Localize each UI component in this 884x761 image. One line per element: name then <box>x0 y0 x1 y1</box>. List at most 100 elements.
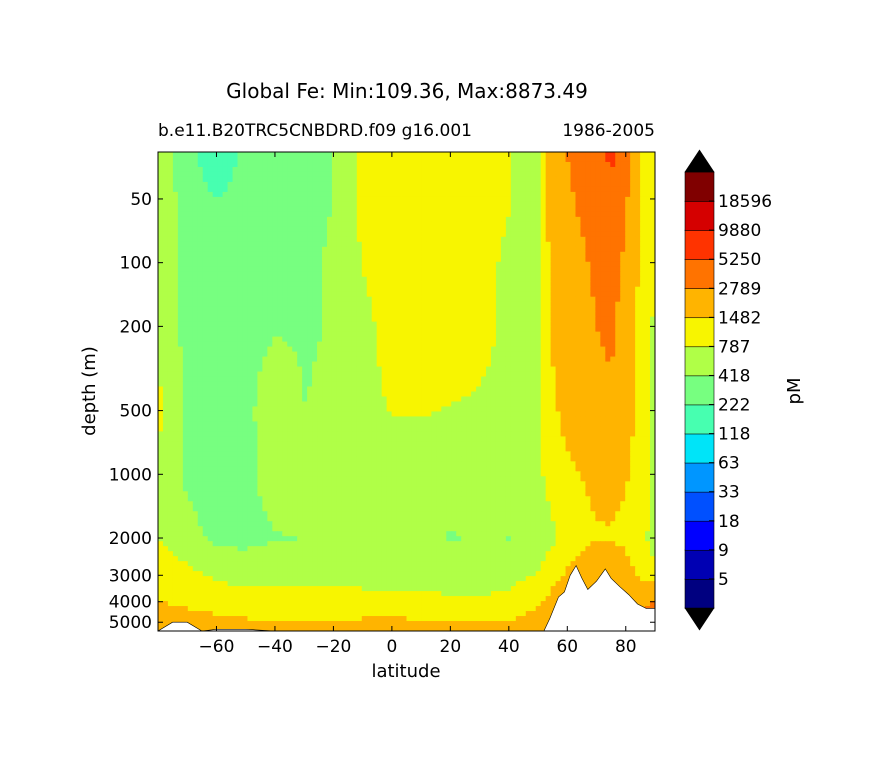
heatmap-cell <box>212 296 219 303</box>
heatmap-cell <box>625 216 631 223</box>
heatmap-cell <box>575 286 582 293</box>
heatmap-cell <box>635 152 641 158</box>
heatmap-cell <box>192 171 199 178</box>
heatmap-cell <box>451 166 457 173</box>
heatmap-cell <box>515 156 522 163</box>
heatmap-cell <box>416 231 423 238</box>
heatmap-cell <box>555 186 562 193</box>
heatmap-cell <box>610 286 616 293</box>
heatmap-cell <box>202 156 209 163</box>
heatmap-cell <box>431 316 437 323</box>
heatmap-cell <box>451 191 457 198</box>
heatmap-cell <box>307 336 313 343</box>
heatmap-cell <box>187 381 194 388</box>
heatmap-cell <box>361 211 368 218</box>
heatmap-cell <box>585 346 591 353</box>
heatmap-cell <box>317 201 323 208</box>
heatmap-cell <box>600 266 606 273</box>
heatmap-cell <box>277 201 283 208</box>
heatmap-cell <box>346 296 353 303</box>
heatmap-cell <box>346 326 353 333</box>
heatmap-cell <box>217 152 224 158</box>
heatmap-cell <box>391 176 398 183</box>
heatmap-cell <box>331 246 338 253</box>
heatmap-cell <box>162 191 169 198</box>
heatmap-cell <box>590 291 596 298</box>
heatmap-cell <box>505 361 512 368</box>
heatmap-cell <box>495 226 502 233</box>
heatmap-cell <box>500 171 507 178</box>
heatmap-cell <box>307 326 313 333</box>
heatmap-cell <box>620 366 626 373</box>
heatmap-cell <box>217 361 224 368</box>
heatmap-cell <box>187 181 194 188</box>
heatmap-cell <box>610 206 616 213</box>
heatmap-cell <box>481 236 487 243</box>
heatmap-cell <box>481 166 487 173</box>
heatmap-cell <box>515 171 522 178</box>
heatmap-cell <box>326 346 333 353</box>
heatmap-cell <box>540 321 547 328</box>
heatmap-cell <box>381 306 388 313</box>
heatmap-cell <box>650 181 655 188</box>
heatmap-cell <box>575 156 582 163</box>
heatmap-cell <box>645 316 651 323</box>
heatmap-cell <box>187 286 194 293</box>
heatmap-cell <box>167 306 174 313</box>
heatmap-cell <box>625 176 631 183</box>
heatmap-cell <box>302 256 308 263</box>
heatmap-cell <box>257 341 263 348</box>
heatmap-cell <box>222 356 229 363</box>
heatmap-cell <box>525 221 532 228</box>
heatmap-cell <box>182 181 189 188</box>
heatmap-cell <box>292 356 298 363</box>
heatmap-cell <box>277 251 283 258</box>
heatmap-cell <box>461 161 467 168</box>
heatmap-cell <box>167 276 174 283</box>
heatmap-cell <box>486 311 492 318</box>
heatmap-cell <box>172 196 179 203</box>
heatmap-cell <box>252 316 258 323</box>
heatmap-cell <box>431 261 437 268</box>
heatmap-cell <box>197 261 204 268</box>
heatmap-cell <box>500 236 507 243</box>
heatmap-cell <box>456 361 462 368</box>
heatmap-cell <box>371 241 378 248</box>
heatmap-cell <box>237 156 244 163</box>
heatmap-cell <box>486 246 492 253</box>
heatmap-cell <box>401 236 408 243</box>
heatmap-cell <box>182 271 189 278</box>
heatmap-cell <box>456 241 462 248</box>
heatmap-cell <box>406 176 413 183</box>
heatmap-cell <box>317 251 323 258</box>
heatmap-cell <box>451 196 457 203</box>
heatmap-cell <box>232 381 239 388</box>
heatmap-cell <box>451 286 457 293</box>
heatmap-cell <box>515 241 522 248</box>
heatmap-cell <box>262 301 268 308</box>
heatmap-cell <box>302 396 308 403</box>
heatmap-cell <box>381 381 388 388</box>
heatmap-cell <box>625 181 631 188</box>
heatmap-cell <box>550 271 557 278</box>
heatmap-cell <box>282 201 288 208</box>
heatmap-cell <box>376 316 383 323</box>
heatmap-cell <box>346 321 353 328</box>
heatmap-cell <box>515 181 522 188</box>
heatmap-cell <box>486 396 492 403</box>
heatmap-cell <box>456 321 462 328</box>
heatmap-cell <box>471 281 477 288</box>
heatmap-cell <box>565 366 572 373</box>
heatmap-cell <box>356 316 363 323</box>
heatmap-cell <box>331 191 338 198</box>
heatmap-cell <box>401 336 408 343</box>
heatmap-cell <box>262 152 268 158</box>
heatmap-cell <box>187 301 194 308</box>
heatmap-cell <box>436 321 442 328</box>
heatmap-cell <box>232 221 239 228</box>
heatmap-cell <box>600 201 606 208</box>
heatmap-cell <box>605 191 611 198</box>
heatmap-cell <box>207 306 214 313</box>
heatmap-cell <box>451 301 457 308</box>
heatmap-cell <box>565 166 572 173</box>
